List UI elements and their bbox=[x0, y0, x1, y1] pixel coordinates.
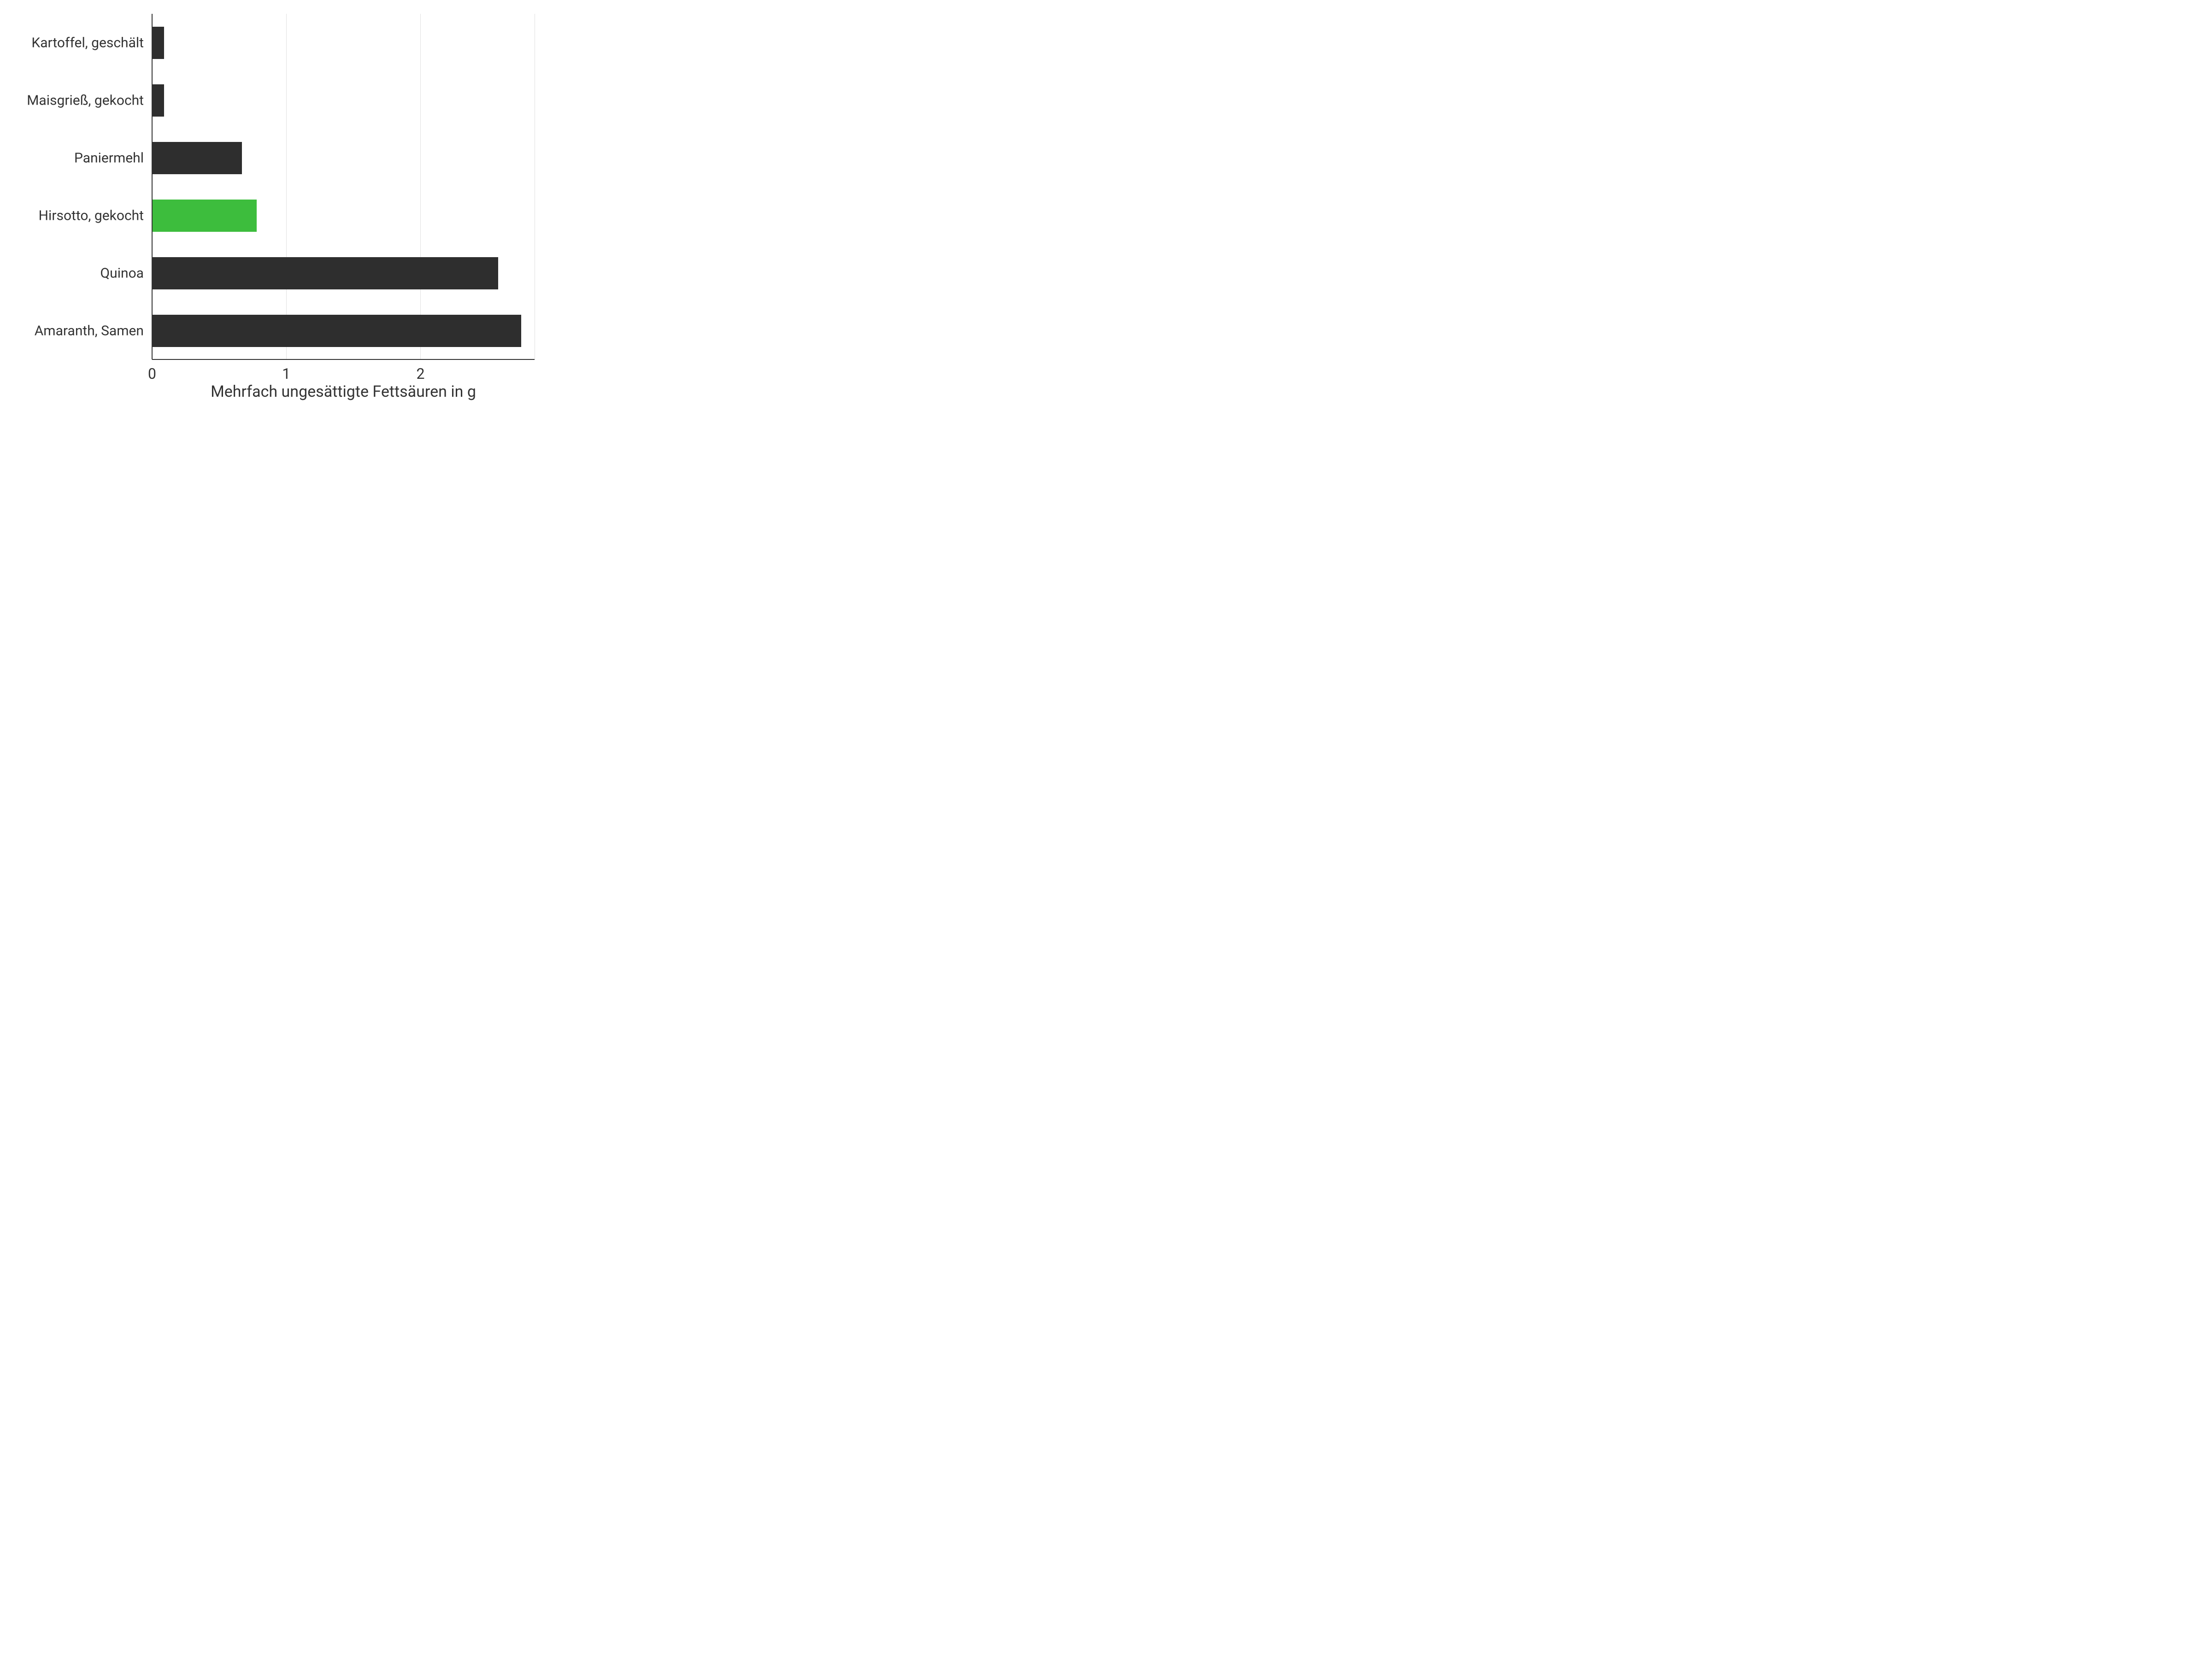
y-label-5: Amaranth, Samen bbox=[35, 323, 144, 339]
bar-2 bbox=[152, 142, 242, 174]
grid-line-2 bbox=[420, 14, 421, 359]
y-axis-line bbox=[152, 14, 153, 359]
x-axis-line bbox=[152, 359, 535, 360]
bar-3 bbox=[152, 200, 257, 232]
bar-0 bbox=[152, 27, 164, 59]
x-tick-0: 0 bbox=[148, 365, 156, 382]
y-label-2: Paniermehl bbox=[74, 150, 144, 166]
x-tick-1: 1 bbox=[282, 365, 290, 382]
bar-4 bbox=[152, 257, 498, 289]
bar-5 bbox=[152, 315, 521, 347]
bar-1 bbox=[152, 84, 164, 117]
y-label-1: Maisgrieß, gekocht bbox=[27, 92, 144, 108]
plot-area: Kartoffel, geschält Maisgrieß, gekocht P… bbox=[152, 14, 535, 359]
y-label-0: Kartoffel, geschält bbox=[31, 35, 144, 51]
x-axis-title: Mehrfach ungesättigte Fettsäuren in g bbox=[211, 382, 476, 401]
grid-line-1 bbox=[286, 14, 287, 359]
y-label-4: Quinoa bbox=[100, 265, 144, 281]
x-tick-2: 2 bbox=[416, 365, 424, 382]
chart-container: Kartoffel, geschält Maisgrieß, gekocht P… bbox=[14, 14, 539, 401]
y-label-3: Hirsotto, gekocht bbox=[39, 207, 144, 224]
